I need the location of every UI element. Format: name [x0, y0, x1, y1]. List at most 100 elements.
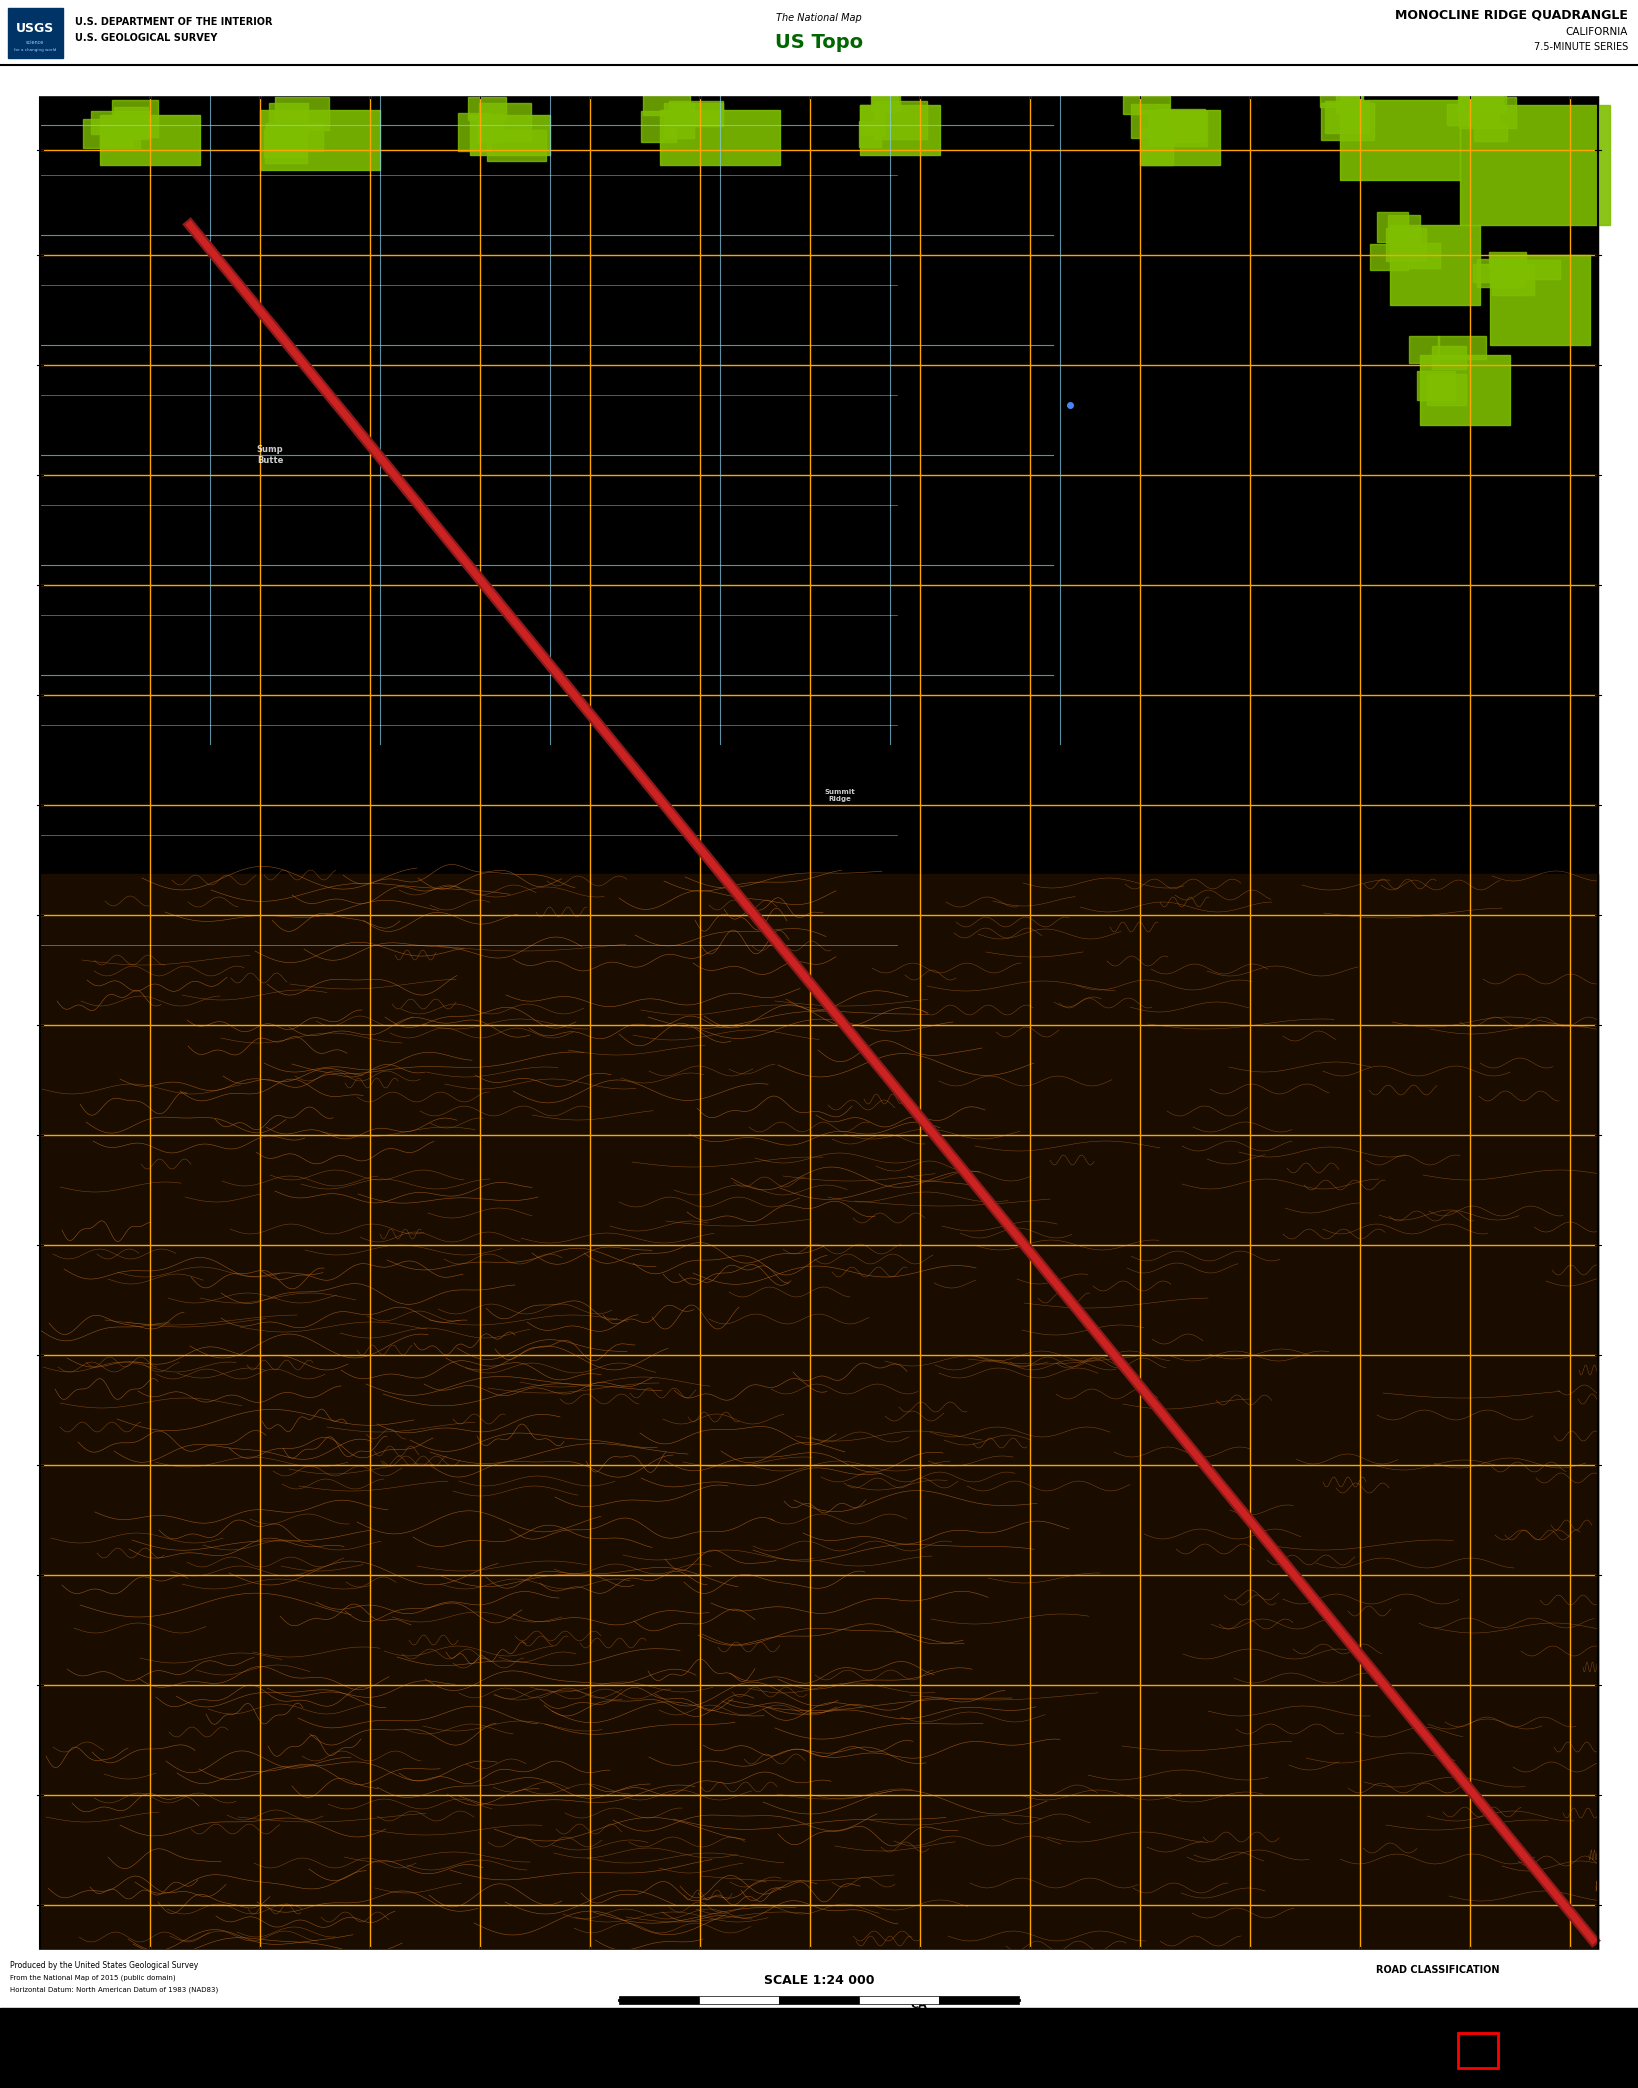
Text: science: science: [26, 40, 44, 44]
Bar: [468, 96, 506, 119]
Text: US Topo: US Topo: [775, 33, 863, 52]
Text: U.S. DEPARTMENT OF THE INTERIOR: U.S. DEPARTMENT OF THE INTERIOR: [75, 17, 272, 27]
Bar: [92, 111, 149, 134]
Bar: [269, 102, 308, 134]
Bar: [264, 129, 306, 157]
Bar: [1446, 104, 1499, 125]
Bar: [660, 111, 780, 165]
Bar: [1489, 253, 1527, 267]
Bar: [0, 2009, 1638, 2088]
Bar: [39, 94, 1599, 1950]
Text: Horizontal Datum: North American Datum of 1983 (NAD83): Horizontal Datum: North American Datum o…: [10, 1988, 218, 1994]
Bar: [1124, 96, 1170, 115]
Bar: [1427, 374, 1466, 405]
Bar: [0, 0, 1638, 65]
Bar: [644, 94, 690, 115]
Text: CA: CA: [911, 2000, 927, 2011]
Bar: [1342, 92, 1363, 127]
Bar: [1459, 94, 1504, 113]
Bar: [1378, 213, 1409, 242]
Bar: [1492, 263, 1535, 294]
Bar: [8, 8, 62, 58]
Bar: [860, 104, 940, 155]
Bar: [1477, 259, 1523, 286]
Bar: [858, 1996, 939, 2004]
Bar: [1387, 215, 1420, 242]
Bar: [1491, 255, 1590, 345]
Bar: [486, 129, 545, 161]
Bar: [1156, 109, 1206, 142]
Bar: [1140, 111, 1220, 165]
Text: 119°30': 119°30': [1520, 84, 1548, 90]
Text: Summit
Ridge: Summit Ridge: [824, 789, 855, 802]
Bar: [1459, 96, 1517, 127]
Bar: [1458, 2034, 1499, 2067]
Bar: [265, 127, 306, 163]
Bar: [699, 1996, 780, 2004]
Bar: [1420, 355, 1510, 426]
Bar: [619, 1996, 699, 2004]
Bar: [100, 129, 133, 146]
Bar: [1130, 104, 1170, 138]
Bar: [1148, 111, 1207, 146]
Bar: [1417, 372, 1455, 401]
Bar: [668, 100, 722, 125]
Bar: [939, 1996, 1019, 2004]
Text: From the National Map of 2015 (public domain): From the National Map of 2015 (public do…: [10, 1975, 175, 1982]
Bar: [871, 94, 899, 111]
Bar: [1320, 102, 1374, 140]
Bar: [1340, 100, 1459, 180]
Bar: [875, 100, 927, 140]
Bar: [1409, 242, 1440, 267]
Text: ROAD CLASSIFICATION: ROAD CLASSIFICATION: [1376, 1965, 1500, 1975]
Bar: [871, 86, 898, 113]
Bar: [39, 875, 1599, 1950]
Bar: [39, 94, 1599, 1950]
Bar: [0, 65, 1638, 94]
Bar: [478, 102, 531, 142]
Bar: [1502, 261, 1559, 280]
Bar: [111, 100, 157, 138]
Bar: [477, 115, 503, 142]
Bar: [663, 102, 695, 138]
Bar: [1320, 88, 1363, 106]
Bar: [1458, 86, 1505, 113]
Bar: [1432, 347, 1466, 370]
Bar: [275, 96, 329, 129]
Text: for a changing world: for a changing world: [13, 48, 56, 52]
Text: 119°37'30": 119°37'30": [1509, 1954, 1548, 1961]
Bar: [1391, 226, 1481, 305]
Text: Sump
Butte: Sump Butte: [257, 445, 283, 466]
Bar: [1142, 129, 1173, 165]
Text: Produced by the United States Geological Survey: Produced by the United States Geological…: [10, 1961, 198, 1969]
Bar: [84, 119, 139, 148]
Text: 7.5-MINUTE SERIES: 7.5-MINUTE SERIES: [1533, 42, 1628, 52]
Bar: [1459, 104, 1610, 226]
Bar: [1474, 123, 1507, 142]
Bar: [470, 115, 550, 155]
Bar: [780, 1996, 858, 2004]
Bar: [860, 104, 885, 136]
Bar: [0, 1950, 1638, 2088]
Bar: [640, 111, 676, 142]
Bar: [858, 121, 881, 146]
Bar: [1337, 92, 1361, 113]
Text: SCALE 1:24 000: SCALE 1:24 000: [763, 1973, 875, 1986]
Bar: [1369, 244, 1409, 269]
Bar: [1473, 263, 1525, 282]
Bar: [115, 106, 147, 140]
Text: U.S. GEOLOGICAL SURVEY: U.S. GEOLOGICAL SURVEY: [75, 33, 218, 44]
Bar: [260, 111, 380, 169]
Text: 36°30': 36°30': [90, 1954, 113, 1961]
Bar: [265, 123, 323, 150]
Text: 36°37'30": 36°37'30": [90, 84, 126, 90]
Bar: [459, 113, 491, 150]
Bar: [100, 115, 200, 165]
Bar: [1386, 228, 1427, 261]
Text: USGS: USGS: [16, 21, 54, 35]
Bar: [1325, 100, 1369, 134]
Bar: [1409, 336, 1440, 363]
Bar: [1438, 336, 1486, 359]
Bar: [673, 102, 722, 125]
Text: MONOCLINE RIDGE QUADRANGLE: MONOCLINE RIDGE QUADRANGLE: [1396, 8, 1628, 21]
